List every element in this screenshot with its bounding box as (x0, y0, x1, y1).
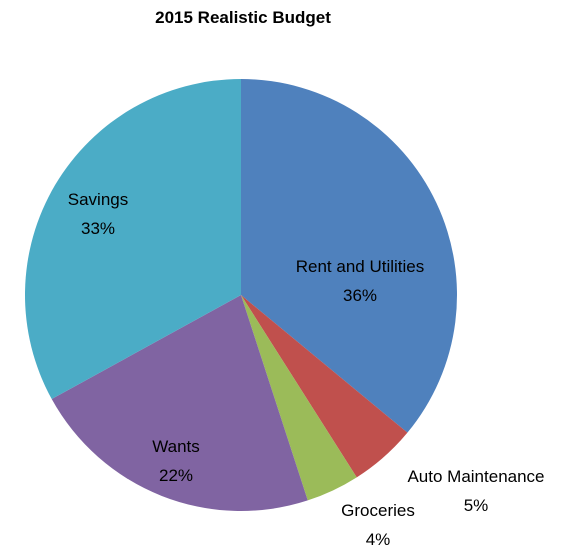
slice-percent-wants: 22% (159, 466, 193, 485)
pie-slices (24, 79, 457, 512)
slice-percent-auto-maintenance: 5% (464, 496, 489, 515)
chart-title: 2015 Realistic Budget (155, 8, 331, 27)
slice-label-rent-and-utilities: Rent and Utilities (296, 257, 425, 276)
pie-labels: Rent and Utilities 36% Auto Maintenance 5% G… (68, 190, 545, 549)
slice-label-wants: Wants (152, 437, 200, 456)
slice-percent-savings: 33% (81, 219, 115, 238)
slice-percent-rent-and-utilities: 36% (343, 286, 377, 305)
pie-slice-rent-and-utilities (241, 79, 457, 433)
slice-label-auto-maintenance: Auto Maintenance (407, 467, 544, 486)
pie-slice-auto-maintenance (241, 295, 408, 478)
pie-slice-groceries (241, 295, 357, 501)
pie-slice-savings (24, 79, 242, 400)
pie-slice-wants (51, 295, 308, 512)
slice-percent-groceries: 4% (366, 530, 391, 549)
slice-label-savings: Savings (68, 190, 128, 209)
slice-label-groceries: Groceries (341, 501, 415, 520)
